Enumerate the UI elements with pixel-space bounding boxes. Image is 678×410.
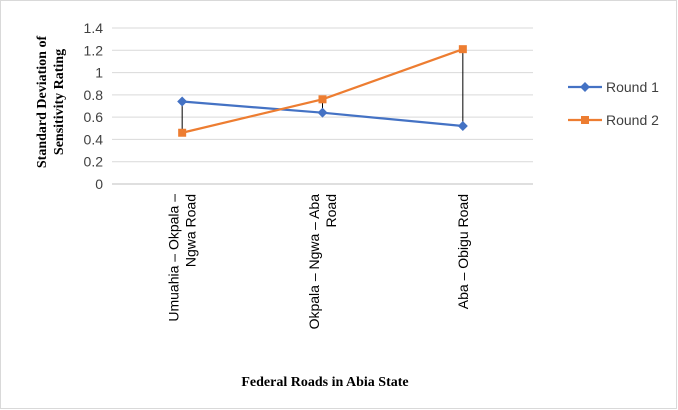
x-category-label: Road — [323, 194, 339, 227]
y-axis-title-line: Standard Deviation of — [35, 36, 50, 169]
y-tick-label: 1 — [95, 65, 103, 81]
x-category-label: Ngwa Road — [183, 194, 199, 267]
x-category-label: Okpala – Ngwa – Aba — [306, 194, 322, 330]
y-tick-label: 0.8 — [84, 87, 104, 103]
x-axis-title: Federal Roads in Abia State — [241, 375, 408, 390]
y-tick-label: 0 — [95, 176, 103, 192]
square-marker — [458, 45, 467, 54]
square-marker — [581, 116, 589, 124]
diamond-marker — [457, 121, 468, 132]
square-marker — [178, 128, 187, 137]
series-line — [181, 48, 464, 134]
y-tick-label: 1.4 — [84, 20, 104, 36]
series-group — [177, 45, 468, 137]
y-tick-label: 0.4 — [84, 131, 104, 147]
diamond-marker — [317, 107, 328, 118]
x-category-labels: Umuahia – Okpala – Ngwa Road Okpala – Ngwa… — [166, 194, 471, 330]
y-axis-title-line: Sensitivity Rating — [52, 49, 67, 155]
y-tick-label: 0.2 — [84, 154, 104, 170]
high-low-lines — [181, 49, 464, 133]
y-tick-labels: 0 0.2 0.4 0.6 0.8 1 1.2 1.4 — [84, 20, 104, 192]
x-category-label: Aba – Obigu Road — [455, 194, 471, 309]
y-tick-label: 0.6 — [84, 109, 104, 125]
y-axis-title: Standard Deviation of Sensitivity Rating — [35, 36, 67, 169]
square-marker — [318, 95, 327, 104]
legend-label: Round 1 — [606, 79, 659, 95]
legend: Round 1 Round 2 — [568, 79, 659, 128]
x-category-label: Umuahia – Okpala – — [166, 194, 182, 322]
y-tick-label: 1.2 — [84, 42, 104, 58]
diamond-marker — [177, 96, 188, 107]
legend-label: Round 2 — [606, 112, 659, 128]
diamond-marker — [580, 82, 590, 92]
